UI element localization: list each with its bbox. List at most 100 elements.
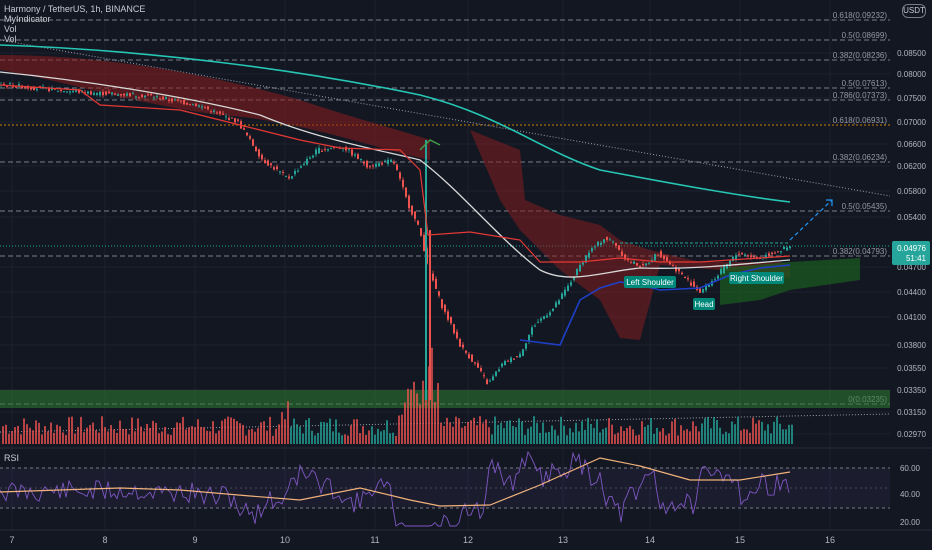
volume-bar (152, 420, 154, 444)
candle-body (141, 94, 143, 97)
price-tick-7: 0.05400 (897, 213, 926, 222)
candle-body (456, 331, 458, 339)
volume-bar (788, 424, 790, 444)
candle-body (243, 128, 245, 130)
candle-body (597, 241, 599, 246)
candle-body (228, 117, 230, 121)
time-tick-1: 8 (102, 535, 107, 545)
volume-bar (620, 426, 622, 444)
candle-body (123, 93, 125, 96)
volume-bar (602, 429, 604, 444)
candle-body (18, 83, 20, 87)
candle-body (621, 251, 623, 256)
volume-bar (761, 421, 763, 444)
volume-bar (341, 435, 343, 444)
candle-body (174, 99, 176, 101)
time-tick-2: 9 (192, 535, 197, 545)
candle-body (330, 148, 332, 150)
volume-bar (254, 431, 256, 444)
volume-bar (104, 427, 106, 444)
candle-body (624, 254, 626, 260)
price-tick-15: 0.02970 (897, 430, 926, 439)
volume-bar (551, 425, 553, 444)
volume-bar (440, 422, 442, 444)
volume-bar (77, 427, 79, 444)
candle-body (720, 269, 722, 274)
annotation-0: Left Shoulder (626, 278, 674, 287)
volume-bar (200, 426, 202, 444)
candle-body (291, 176, 293, 179)
candle-body (234, 118, 236, 123)
volume-bar (536, 422, 538, 444)
volume-bar (128, 434, 130, 444)
volume-bar (716, 419, 718, 444)
volume-bar (122, 428, 124, 444)
annotation-box-1 (693, 298, 715, 310)
volume-bar (260, 422, 262, 444)
chart-legend: Harmony / TetherUS, 1h, BINANCE MyIndica… (4, 4, 145, 44)
candle-body (60, 90, 62, 92)
volume-bar (53, 432, 55, 444)
annotation-1: Head (694, 300, 713, 309)
candle-body (183, 99, 185, 105)
candle-body (438, 291, 440, 296)
ma-200 (0, 44, 791, 203)
volume-bar (155, 422, 157, 444)
volume-bar (140, 426, 142, 444)
volume-bar (326, 422, 328, 444)
annotation-box-0 (624, 276, 676, 288)
candle-body (678, 268, 680, 272)
candle-body (516, 356, 518, 358)
volume-bar (605, 427, 607, 444)
candle-body (150, 93, 152, 96)
volume-bar (734, 424, 736, 444)
volume-bar (20, 434, 22, 444)
projection-arrow (789, 199, 833, 241)
candle-body (204, 107, 206, 109)
candle-body (636, 262, 638, 266)
candle-body (774, 252, 776, 254)
volume-bar (419, 404, 421, 444)
price-tick-14: 0.03150 (897, 408, 926, 417)
candle-body (462, 344, 464, 348)
candle-body (639, 265, 641, 268)
candle-body (441, 299, 443, 308)
fib-label-6: 0.382(0.06234) (833, 153, 888, 162)
candle-body (723, 265, 725, 274)
candle-body (591, 248, 593, 252)
volume-bar (404, 402, 406, 444)
volume-bar (68, 417, 70, 444)
rsi-line (0, 450, 790, 527)
candle-body (360, 159, 362, 161)
fib-label-7: 0.5(0.05435) (842, 202, 888, 211)
volume-bar (323, 422, 325, 444)
currency-badge[interactable]: USDT (902, 4, 926, 18)
candle-body (186, 103, 188, 105)
candle-body (612, 241, 614, 243)
volume-bar (158, 433, 160, 444)
volume-bar (758, 420, 760, 444)
candle-body (276, 166, 278, 170)
candle-body (408, 195, 410, 209)
candle-body (435, 278, 437, 289)
volume-bar (548, 431, 550, 444)
volume-bar (242, 424, 244, 444)
volume-bar (197, 419, 199, 444)
volume-bar (629, 425, 631, 444)
rsi-tick-0: 60.00 (900, 464, 921, 473)
volume-bar (614, 434, 616, 444)
volume-bar (482, 423, 484, 444)
candle-body (294, 170, 296, 175)
candle-body (585, 255, 587, 263)
candle-body (102, 92, 104, 96)
volume-bar (752, 417, 754, 444)
volume-bar (44, 426, 46, 444)
price-tick-2: 0.07500 (897, 94, 926, 103)
candle-body (765, 255, 767, 259)
volume-bar (359, 433, 361, 444)
volume-bar (650, 417, 652, 444)
candle-body (549, 312, 551, 316)
candle-body (480, 368, 482, 372)
volume-bar (572, 432, 574, 444)
